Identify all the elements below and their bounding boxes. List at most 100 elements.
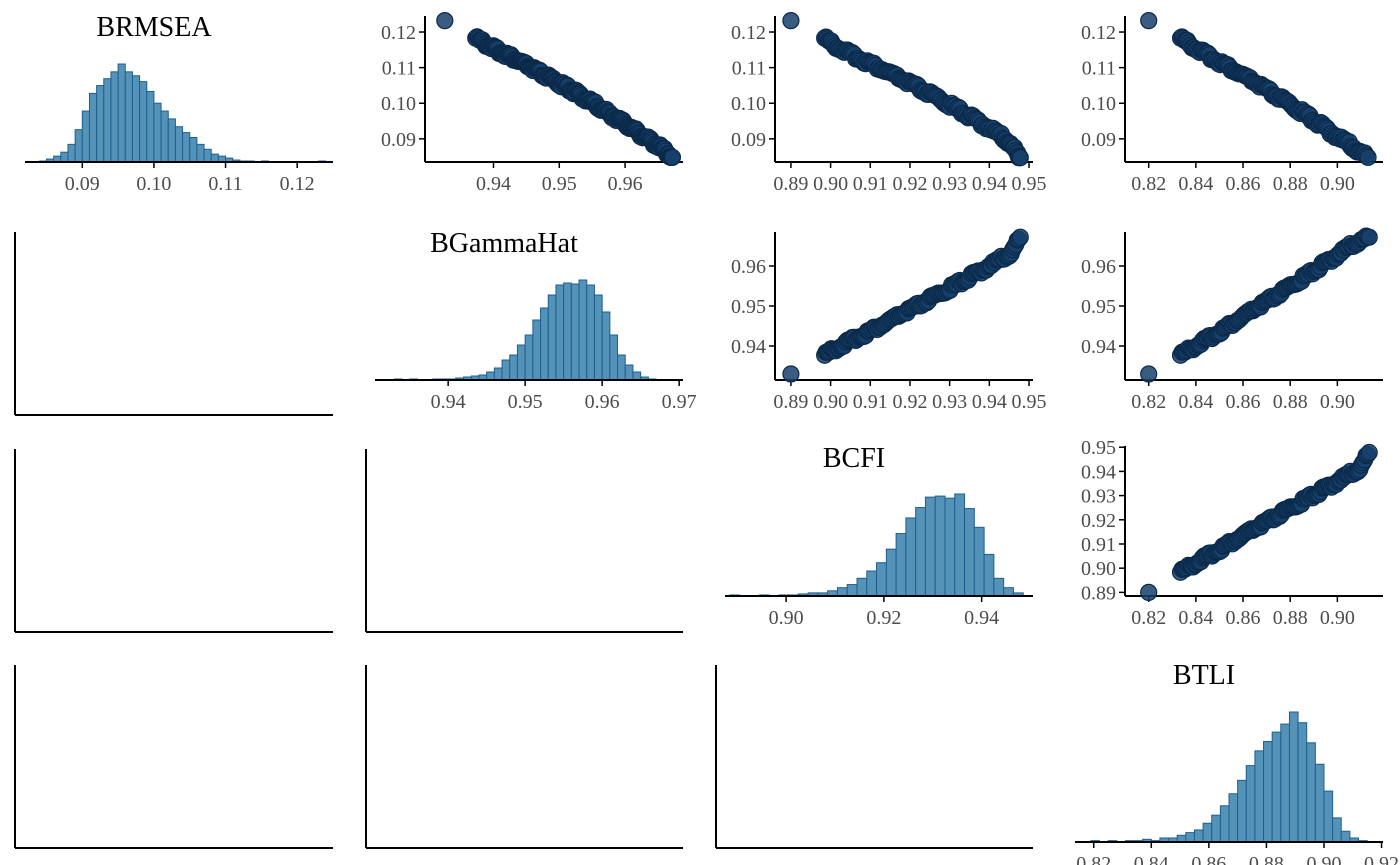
hist-bar <box>146 90 155 163</box>
x-tick-label: 0.09 <box>65 173 100 195</box>
histogram-BCFI: 0.90 0.92 0.94 BCFI <box>725 443 1033 629</box>
hist-bar <box>532 319 542 381</box>
hist-bar <box>493 367 503 381</box>
x-tick-label: 0.90 <box>813 391 848 413</box>
hist-bar <box>540 307 549 381</box>
y-tick-label: 0.94 <box>1081 461 1116 483</box>
scatter-point <box>436 12 454 30</box>
scatter-point <box>1360 443 1378 462</box>
x-tick-label: 0.91 <box>853 173 888 195</box>
hist-bar <box>1323 790 1334 843</box>
hist-bar <box>131 75 141 163</box>
scatter-point <box>1140 12 1158 30</box>
scatter-BRMSEA-vs-BTLI: 0.09 0.10 0.11 0.12 0.82 0.84 0.86 0.88 0.90 <box>1081 12 1383 195</box>
empty-panel <box>14 665 333 849</box>
x-tick-label: 0.96 <box>608 173 643 195</box>
hist-bar <box>117 63 126 163</box>
x-tick-label: 0.82 <box>1131 173 1166 195</box>
hist-bar <box>196 143 205 163</box>
x-tick-label: 0.90 <box>1320 607 1355 629</box>
hist-bar <box>60 151 69 163</box>
hist-bar <box>1228 793 1239 843</box>
x-tick-label: 0.92 <box>1364 853 1399 865</box>
y-tick-label: 0.12 <box>381 22 416 44</box>
hist-bar <box>139 81 148 163</box>
x-tick-label: 0.94 <box>431 391 466 413</box>
hist-bar <box>1297 722 1308 843</box>
hist-bar <box>1263 740 1273 843</box>
y-tick-label: 0.94 <box>1081 336 1116 358</box>
hist-bar <box>486 371 495 381</box>
hist-bar <box>609 334 619 381</box>
hist-bar <box>203 148 212 163</box>
hist-bar <box>586 284 595 381</box>
hist-bar <box>570 283 580 381</box>
x-tick-label: 0.95 <box>508 391 543 413</box>
empty-panel <box>365 665 683 849</box>
scatter-point <box>782 12 800 30</box>
y-tick-label: 0.96 <box>1081 256 1116 278</box>
y-tick-label: 0.92 <box>1081 510 1116 532</box>
hist-bar <box>632 371 642 381</box>
x-tick-label: 0.91 <box>853 391 888 413</box>
x-tick-label: 0.90 <box>1320 173 1355 195</box>
x-tick-label: 0.86 <box>1226 607 1261 629</box>
x-tick-label: 0.86 <box>1226 391 1261 413</box>
y-tick-label: 0.95 <box>1081 437 1116 459</box>
x-tick-label: 0.93 <box>932 173 967 195</box>
scatter-point <box>1011 228 1029 246</box>
y-tick-label: 0.93 <box>1081 486 1116 508</box>
hist-bar <box>81 110 90 163</box>
hist-bar <box>1314 763 1325 843</box>
hist-bar <box>547 294 557 381</box>
y-tick-label: 0.09 <box>381 129 416 151</box>
hist-bar <box>1193 829 1204 843</box>
x-tick-label: 0.12 <box>280 173 315 195</box>
x-tick-label: 0.95 <box>1012 391 1047 413</box>
variable-title: BGammaHat <box>430 228 578 259</box>
hist-bar <box>954 493 966 597</box>
hist-bar <box>1245 765 1256 843</box>
hist-bar <box>993 577 1005 597</box>
hist-bar <box>524 334 534 381</box>
hist-bar <box>1237 779 1247 843</box>
x-tick-label: 0.90 <box>769 607 804 629</box>
x-tick-label: 0.95 <box>1012 173 1047 195</box>
y-tick-label: 0.09 <box>731 129 766 151</box>
hist-bar <box>964 508 975 597</box>
histogram-BRMSEA: 0.09 0.10 0.11 0.12 BRMSEA <box>25 12 333 195</box>
y-tick-label: 0.90 <box>1081 558 1116 580</box>
hist-bar <box>1332 817 1342 843</box>
y-tick-label: 0.89 <box>1081 582 1116 604</box>
hist-bar <box>88 92 98 163</box>
x-tick-label: 0.92 <box>866 607 901 629</box>
variable-title: BRMSEA <box>96 12 212 43</box>
hist-bar <box>153 102 162 163</box>
x-tick-label: 0.10 <box>136 173 171 195</box>
hist-bar <box>96 85 105 163</box>
histogram-BGammaHat: 0.94 0.95 0.96 0.97 BGammaHat <box>375 228 697 413</box>
scatter-point <box>1011 149 1029 167</box>
y-tick-label: 0.96 <box>731 256 766 278</box>
empty-panel <box>14 449 333 633</box>
hist-bar <box>103 78 112 163</box>
x-tick-label: 0.11 <box>208 173 242 195</box>
scatter-point <box>1140 583 1158 601</box>
hist-bar <box>501 359 511 381</box>
hist-bar <box>895 533 907 597</box>
hist-bar <box>866 570 878 597</box>
x-tick-label: 0.92 <box>892 173 927 195</box>
hist-bar <box>174 126 184 163</box>
scatter-BRMSEA-vs-BGammaHat: 0.09 0.10 0.11 0.12 0.94 0.95 0.96 <box>381 12 683 195</box>
histogram-BTLI: 0.82 0.84 0.86 0.88 0.90 0.92 BTLI <box>1075 660 1399 865</box>
hist-bar <box>846 584 858 597</box>
hist-bar <box>210 153 219 163</box>
hist-bar <box>189 137 198 163</box>
scatter-BGammaHat-vs-BCFI: 0.940.950.960.89 0.90 0.91 0.92 0.93 0.94 0.95 <box>731 228 1047 413</box>
hist-bar <box>1280 723 1290 843</box>
x-tick-label: 0.86 <box>1226 173 1261 195</box>
y-tick-label: 0.12 <box>731 22 766 44</box>
scatter-BCFI-vs-BTLI: 0.890.900.910.920.930.940.950.82 0.84 0.86… <box>1081 437 1383 629</box>
scatter-BGammaHat-vs-BTLI: 0.94 0.95 0.96 0.82 0.84 0.86 0.88 0.90 <box>1081 227 1383 413</box>
